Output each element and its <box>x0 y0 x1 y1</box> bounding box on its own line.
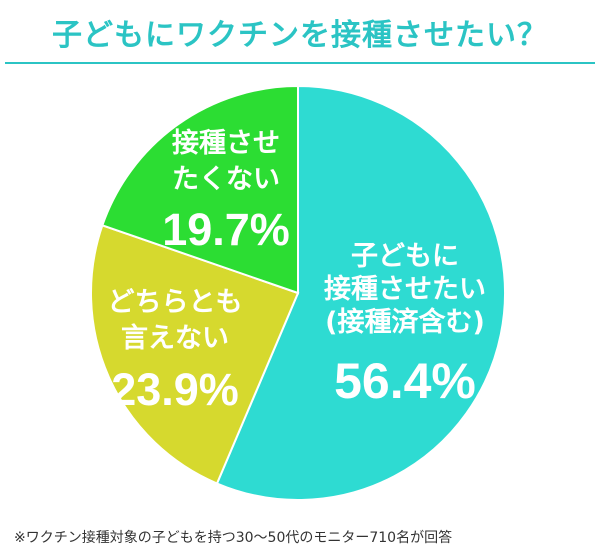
pie-slice-0 <box>215 84 506 501</box>
slice-1-label-line-0: どちらとも <box>108 287 243 318</box>
chart-title: 子どもにワクチンを接種させたい？ <box>52 18 548 53</box>
pie-slice-2 <box>101 84 299 295</box>
survey-footnote: ※ワクチン接種対象の子どもを持つ30〜50代のモニター710名が回答 <box>14 530 453 546</box>
slice-2-label-line-0: 接種させ <box>172 128 280 159</box>
slice-2-label-line-1: たくない <box>172 164 280 195</box>
pie-slice-1 <box>90 224 300 485</box>
slice-0-label-line-2: (接種済含む) <box>325 306 485 338</box>
title-divider <box>5 62 595 64</box>
slice-2-value-label: 19.7% <box>162 204 290 255</box>
slice-1-value-label: 23.9% <box>111 364 239 415</box>
slice-0-value-label: 56.4% <box>334 353 476 409</box>
slice-1-label-line-1: 言えない <box>121 323 229 354</box>
slice-0-label-line-0: 子どもに <box>351 241 459 272</box>
slice-0-label-line-1: 接種させたい <box>324 274 486 305</box>
